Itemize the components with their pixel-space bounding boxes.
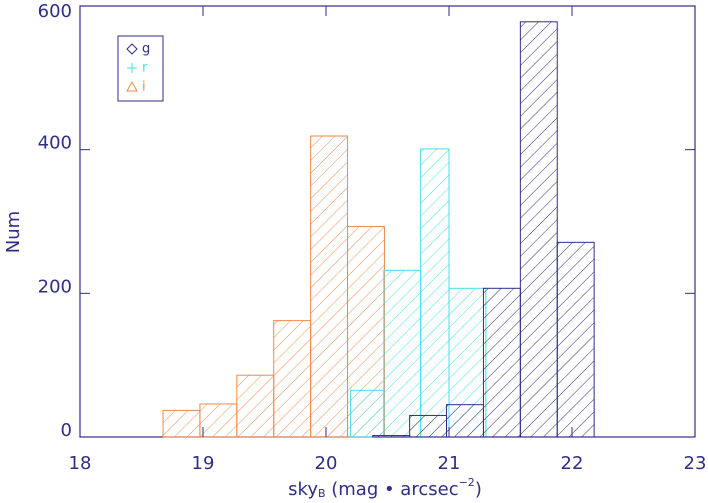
legend-label: i: [142, 80, 146, 95]
histogram-bar: [383, 269, 422, 438]
x-tick-label: 21: [438, 453, 461, 474]
histogram-bar: [372, 435, 411, 438]
histogram-bar: [409, 414, 448, 438]
legend-symbol: [126, 43, 138, 55]
histogram-bar: [273, 320, 312, 438]
legend-symbol: [126, 80, 138, 92]
histogram-bar: [446, 404, 484, 438]
x-tick-label: 18: [69, 453, 92, 474]
y-axis-label: Num: [3, 211, 24, 253]
y-tick-label: 0: [61, 420, 72, 441]
x-tick-label: 20: [315, 453, 338, 474]
x-tick-label: 23: [684, 453, 707, 474]
plot-area: [162, 21, 595, 438]
legend-label: g: [142, 42, 150, 57]
legend-symbol: [127, 63, 137, 73]
histogram-bar: [310, 135, 349, 438]
x-tick-label: 22: [561, 453, 584, 474]
x-axis-label: skyB (mag • arcsec−2): [288, 476, 482, 500]
histogram-bar: [199, 403, 238, 438]
histogram-bar: [162, 409, 201, 438]
histogram-bar: [556, 241, 595, 438]
histogram-bar: [519, 21, 558, 438]
x-tick-label: 19: [192, 453, 215, 474]
legend: gri: [126, 42, 150, 95]
histogram-bar: [420, 148, 450, 438]
y-tick-label: 200: [38, 276, 72, 297]
legend-label: r: [142, 61, 148, 76]
histogram-bar: [236, 374, 275, 438]
y-tick-label: 600: [38, 1, 72, 22]
legend-box: [117, 35, 164, 102]
histogram-bar: [482, 287, 521, 438]
histogram-bar: [350, 389, 385, 438]
y-tick-label: 400: [38, 133, 72, 154]
